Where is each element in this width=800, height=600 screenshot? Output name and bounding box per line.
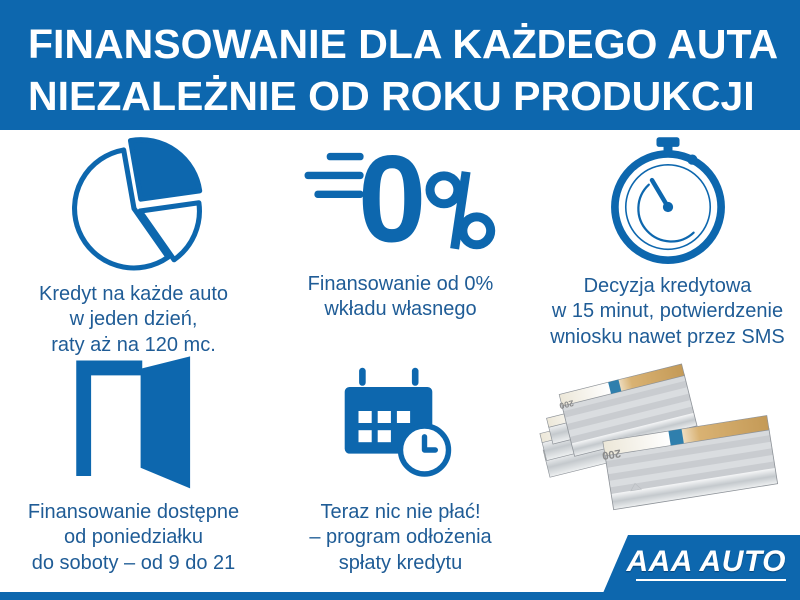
svg-text:0: 0 bbox=[358, 131, 426, 268]
